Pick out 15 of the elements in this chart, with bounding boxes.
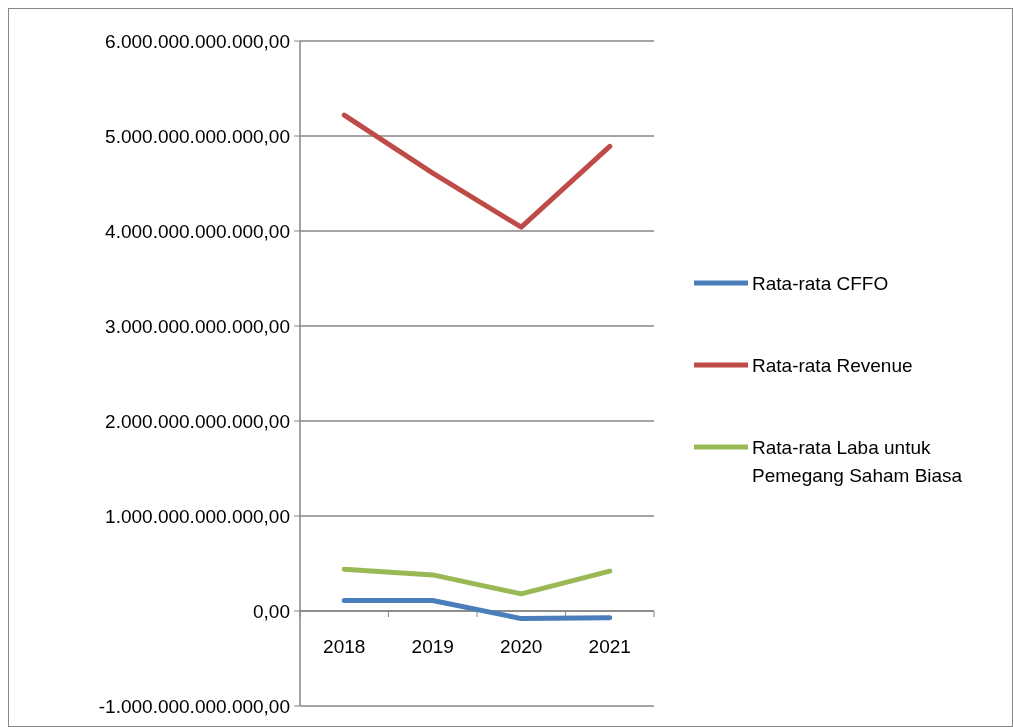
y-tick-label: 6.000.000.000.000,00	[105, 30, 290, 52]
y-tick-label: 5.000.000.000.000,00	[105, 125, 290, 147]
y-tick-label: 0,00	[253, 600, 290, 622]
x-tick-label: 2018	[323, 636, 366, 657]
y-tick-label: 3.000.000.000.000,00	[105, 315, 290, 337]
y-tick-label: 4.000.000.000.000,00	[105, 220, 290, 242]
y-tick-label: -1.000.000.000.000,00	[98, 695, 290, 717]
x-tick-label: 2020	[500, 636, 543, 657]
legend-label: Rata-rata Revenue	[752, 354, 913, 376]
x-tick-label: 2021	[588, 636, 631, 657]
y-tick-label: 2.000.000.000.000,00	[105, 410, 290, 432]
x-tick-label: 2019	[411, 636, 454, 657]
legend-label: Rata-rata CFFO	[752, 272, 889, 294]
y-tick-label: 1.000.000.000.000,00	[105, 505, 290, 527]
legend-label: Rata-rata Laba untuk Pemegang Saham Biasa	[752, 436, 963, 487]
